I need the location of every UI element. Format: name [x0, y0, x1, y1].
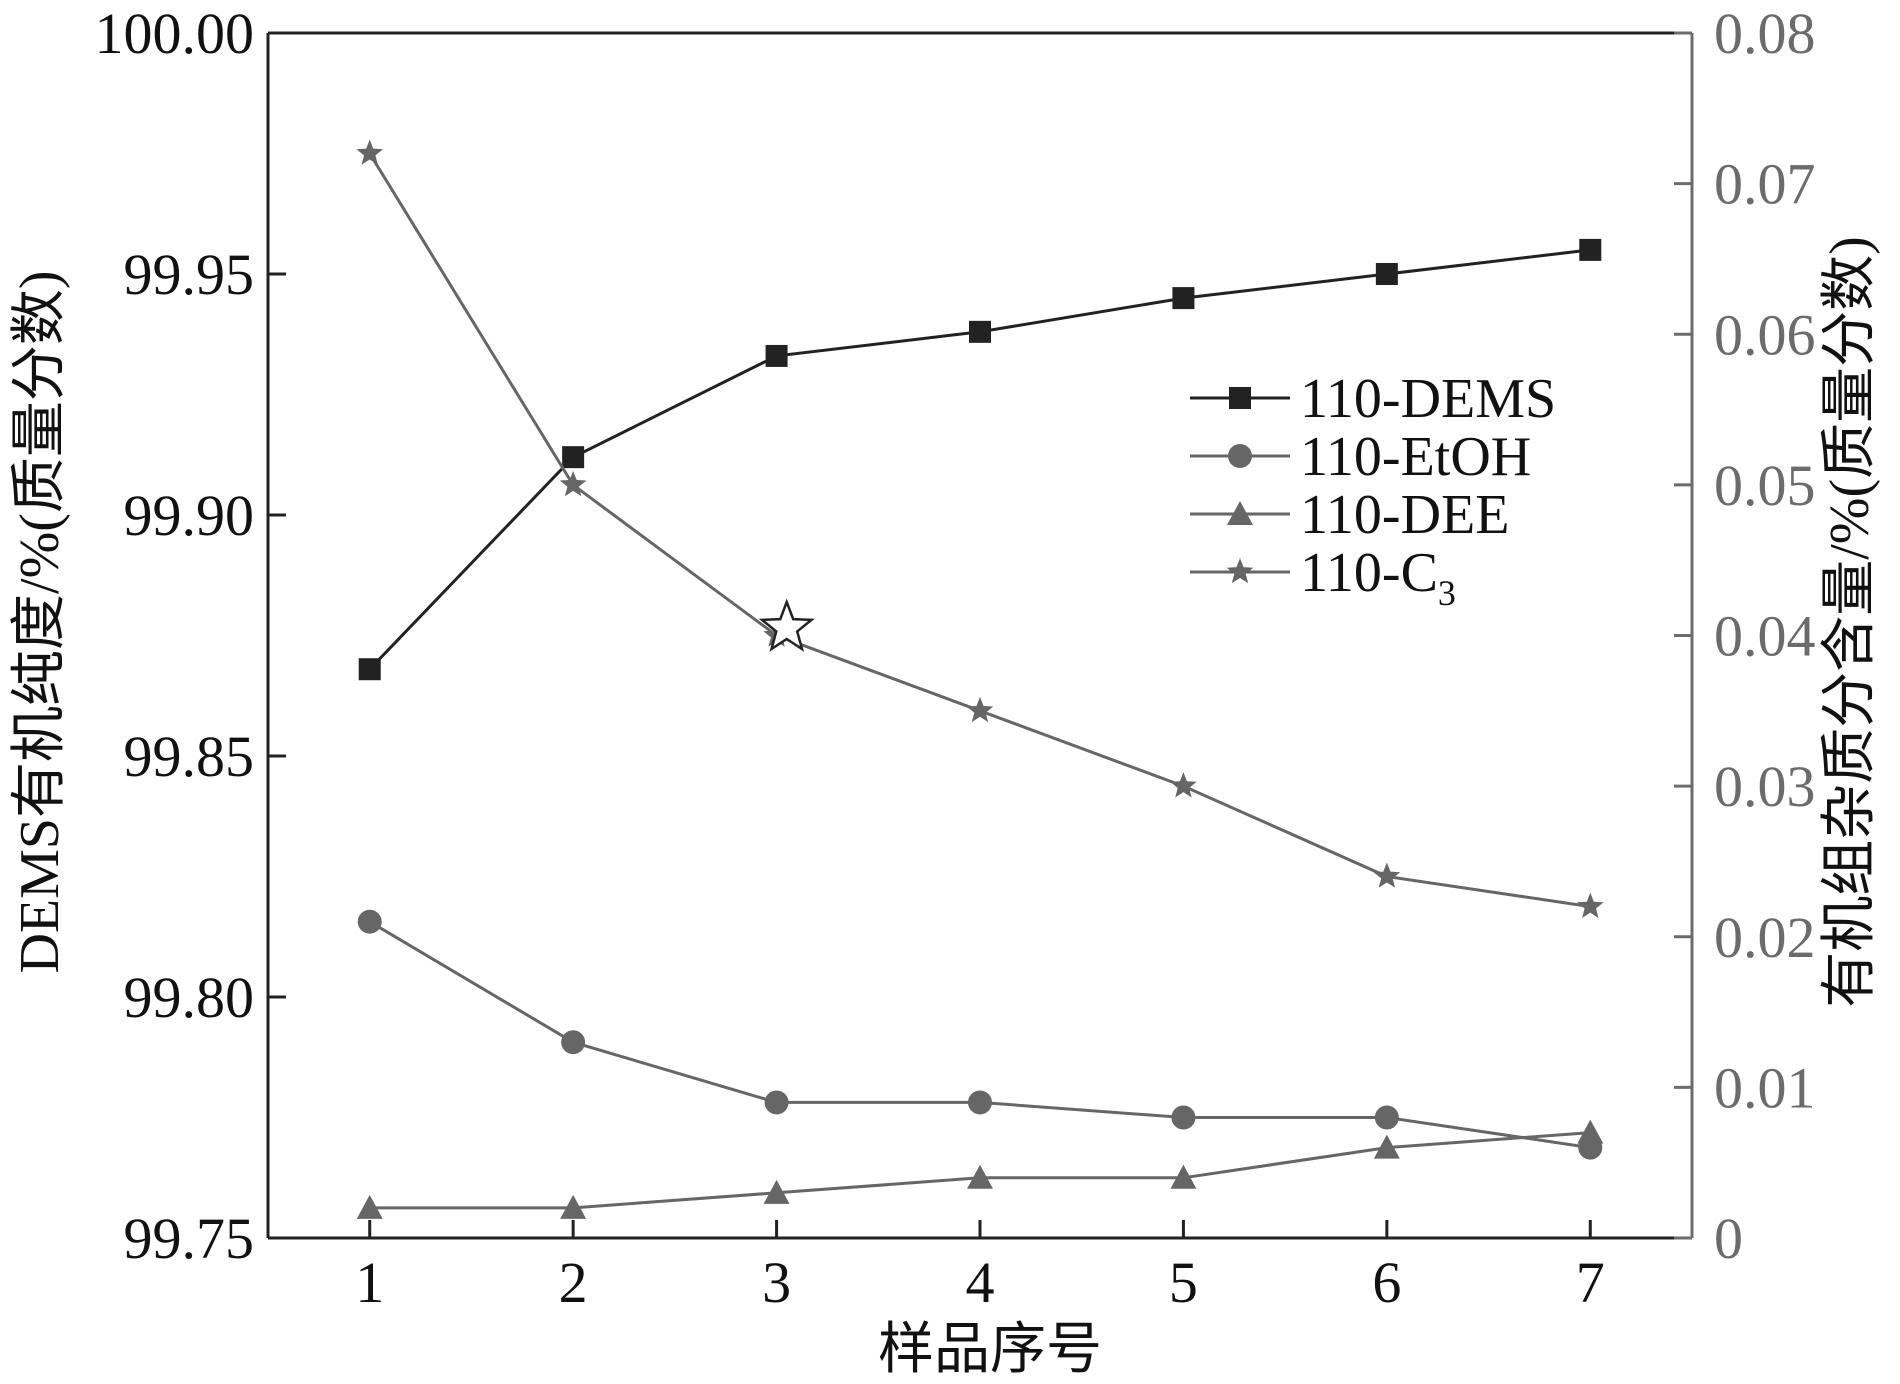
right-tick-label: 0.08: [1714, 1, 1816, 66]
legend-label: 110-DEE: [1300, 484, 1509, 546]
x-tick-label: 7: [1576, 1250, 1605, 1315]
x-axis: 1 2 3 4 5 6 7: [355, 1220, 1605, 1315]
right-tick-label: 0.07: [1714, 152, 1816, 217]
data-point: [356, 1194, 383, 1219]
x-tick-label: 3: [762, 1250, 791, 1315]
series-110-c: [356, 139, 1604, 918]
right-tick-label: 0.02: [1714, 905, 1816, 970]
series-110-dems: [358, 238, 1602, 681]
legend-item: 110-EtOH: [1190, 426, 1531, 488]
data-point: [1170, 1164, 1197, 1189]
legend-item: 110-DEMS: [1190, 368, 1556, 430]
data-point: [356, 139, 383, 165]
data-point: [560, 1194, 587, 1219]
data-point: [969, 320, 991, 343]
hollow-star-annotation: [758, 598, 815, 652]
data-point: [1172, 287, 1195, 310]
series-110-dee: [356, 1119, 1604, 1219]
data-point: [1577, 892, 1604, 918]
data-point: [1373, 862, 1401, 888]
series-layer: [356, 139, 1604, 1219]
x-tick-label: 5: [1169, 1250, 1198, 1315]
left-tick-label: 99.90: [124, 483, 255, 548]
x-axis-title: 样品序号: [878, 1319, 1102, 1381]
data-point: [763, 1179, 790, 1204]
right-y-axis: 0 0.01 0.02 0.03 0.04 0.05 0.06 0.07 0.08: [1674, 1, 1816, 1271]
legend-marker: [1228, 444, 1252, 468]
legend-label: 110-DEMS: [1300, 368, 1556, 430]
right-tick-label: 0.06: [1714, 302, 1816, 367]
data-point: [968, 1090, 992, 1115]
series-110-etoh: [357, 909, 1603, 1160]
data-point: [1373, 1134, 1400, 1159]
right-tick-label: 0.01: [1714, 1055, 1816, 1120]
x-tick-label: 4: [966, 1250, 995, 1315]
legend-label: 110-EtOH: [1300, 426, 1531, 488]
data-point: [1375, 263, 1398, 285]
data-point: [559, 470, 587, 497]
data-point: [561, 1030, 586, 1055]
right-y-axis-title: 有机组杂质分含量/%(质量分数): [1819, 236, 1881, 1008]
right-tick-label: 0.03: [1714, 754, 1816, 819]
data-point: [967, 1164, 993, 1189]
data-point: [357, 909, 382, 934]
x-tick-label: 1: [355, 1250, 384, 1315]
legend-marker: [1227, 501, 1253, 525]
x-tick-label: 2: [559, 1250, 588, 1315]
legend-subscript: 3: [1438, 573, 1456, 613]
data-point: [358, 658, 381, 681]
data-point: [1579, 238, 1602, 261]
legend-item: 110-DEE: [1190, 484, 1509, 546]
left-tick-label: 99.75: [124, 1206, 255, 1271]
left-tick-label: 99.85: [124, 724, 255, 789]
legend-label: 110-C3: [1300, 542, 1456, 613]
right-tick-label: 0.04: [1714, 604, 1816, 669]
left-tick-label: 99.95: [124, 242, 255, 307]
left-y-axis: 99.75 99.80 99.85 99.90 99.95 100.00: [95, 1, 286, 1271]
data-point: [1171, 1105, 1196, 1130]
data-point: [764, 1090, 789, 1115]
plot-frame: [266, 31, 1694, 1240]
data-point: [765, 344, 788, 367]
data-point: [1374, 1105, 1399, 1130]
right-tick-label: 0.05: [1714, 453, 1816, 518]
annotation-layer: [758, 598, 815, 652]
data-point: [1577, 1119, 1604, 1144]
data-point: [1170, 772, 1197, 798]
left-y-axis-title: DEMS有机纯度/%(质量分数): [9, 270, 71, 973]
left-tick-label: 100.00: [95, 1, 255, 66]
left-tick-label: 99.80: [124, 965, 255, 1030]
data-point: [562, 446, 585, 469]
legend-item: 110-C3: [1190, 542, 1456, 613]
legend-marker: [1226, 558, 1254, 584]
data-point: [966, 696, 994, 723]
legend-marker: [1229, 387, 1251, 409]
right-tick-label: 0: [1714, 1206, 1743, 1271]
x-tick-label: 6: [1372, 1250, 1401, 1315]
